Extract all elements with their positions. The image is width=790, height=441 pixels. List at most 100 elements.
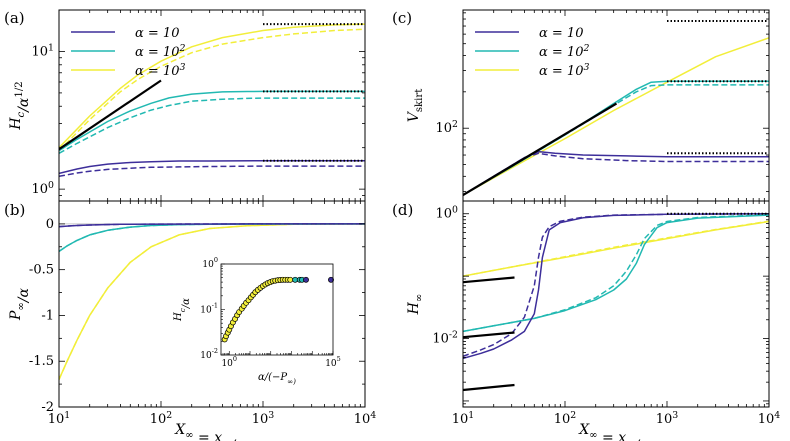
math-part: /: [633, 438, 641, 441]
inset-point-alpha10: [328, 276, 334, 283]
label-base: 10: [432, 332, 449, 347]
series-line: [463, 214, 769, 333]
label-base: α = 10: [539, 45, 583, 60]
label-superscript: -2: [212, 347, 218, 355]
x-tick-label: 103: [656, 410, 679, 427]
series-line: [59, 79, 162, 151]
label-superscript: 2: [582, 43, 589, 54]
label-superscript: 1: [64, 410, 70, 421]
inset-y-tick-label: 10-2: [200, 347, 218, 361]
label-superscript: 3: [672, 410, 678, 421]
label-base: 10: [252, 412, 269, 427]
y-tick-label: -2: [41, 400, 54, 415]
legend-label: α = 10: [539, 26, 583, 41]
x-tick-label: 102: [150, 410, 173, 427]
label-base: 10: [200, 351, 212, 361]
panel-letter: (d): [392, 201, 413, 219]
series-line: [463, 150, 769, 196]
math-part: α: [16, 97, 32, 107]
series-line: [463, 214, 769, 333]
y-axis-label: Vskirt: [406, 89, 425, 123]
y-tick-label: 10-2: [432, 330, 458, 347]
series-line: [59, 223, 365, 380]
math-part: /: [16, 106, 32, 114]
math-part: α/(−P: [258, 372, 287, 383]
y-tick-label: -1: [41, 308, 54, 323]
x-axis-label: X∞ = x∞/xc: [578, 422, 653, 441]
math-part: 1/2: [14, 81, 25, 97]
series-line: [463, 331, 515, 339]
label-superscript: -2: [449, 330, 458, 341]
math-part: ∞: [589, 430, 597, 441]
label-base: 10: [150, 412, 167, 427]
y-tick-label: 101: [32, 42, 55, 59]
label-superscript: 2: [166, 410, 172, 421]
label-superscript: 1: [468, 410, 474, 421]
legend-label: α = 102: [539, 43, 589, 60]
axes-frame: [462, 200, 770, 408]
inset-y-tick-label: 100: [202, 256, 218, 270]
label-base: 10: [452, 412, 469, 427]
math-part: X: [578, 422, 590, 438]
x-axis-label: X∞ = x∞/xc: [174, 422, 249, 441]
y-axis-label: Hc/α1/2: [8, 81, 32, 130]
series-line: [463, 80, 769, 196]
math-part: /: [16, 296, 32, 304]
series-line: [463, 212, 769, 358]
math-part: ∞): [287, 377, 296, 386]
series-line: [463, 276, 515, 284]
label-superscript: 0: [214, 256, 218, 264]
inset-x-label: α/(−P∞): [258, 372, 296, 386]
label-superscript: 3: [583, 62, 589, 73]
label-base: 10: [32, 44, 49, 59]
panel-letter: (c): [392, 9, 412, 27]
label-superscript: 2: [178, 43, 185, 54]
series-line: [463, 383, 515, 392]
label-base: 10: [656, 412, 673, 427]
legend-label: α = 10: [135, 26, 179, 41]
y-tick-label: 100: [32, 180, 55, 197]
series-line: [59, 97, 365, 154]
legend-label: α = 102: [135, 43, 185, 60]
math-part: ∞: [222, 438, 230, 441]
series-line: [59, 28, 365, 152]
x-tick-label: 101: [48, 410, 71, 427]
series-line: [59, 159, 365, 175]
math-part: ∞: [414, 294, 425, 302]
math-part: X: [174, 422, 186, 438]
math-part: /: [229, 438, 237, 441]
inset-point-alpha1000: [287, 276, 294, 283]
label-base: 10: [554, 412, 571, 427]
label-base: α = 10: [135, 45, 179, 60]
axes-frame: [462, 9, 770, 202]
label-superscript: 3: [179, 62, 185, 73]
label-base: 10: [758, 412, 775, 427]
series-line: [59, 223, 365, 228]
legend-label: α = 103: [135, 62, 185, 79]
panel-letter: (a): [4, 9, 25, 27]
label-base: 10: [202, 260, 214, 270]
math-part: x: [235, 438, 243, 441]
math-part: = x: [198, 430, 222, 441]
math-part: P: [8, 310, 24, 321]
label-base: α = 10: [135, 64, 179, 79]
label-base: 10: [325, 359, 337, 369]
math-part: c: [16, 111, 27, 117]
y-tick-label: 100: [436, 205, 459, 222]
inset-x-tick-label: 100: [221, 355, 237, 369]
math-part: α: [16, 287, 32, 297]
label-superscript: 5: [337, 355, 341, 363]
label-base: 10: [436, 121, 453, 136]
x-tick-label: 103: [252, 410, 275, 427]
label-superscript: 2: [452, 119, 458, 130]
series-line: [59, 165, 365, 178]
y-tick-label: -0.5: [29, 263, 54, 278]
math-part: α: [181, 298, 192, 305]
math-part: c: [178, 308, 187, 312]
math-part: x: [639, 438, 647, 441]
label-superscript: 1: [48, 42, 54, 53]
label-superscript: 0: [452, 205, 458, 216]
x-tick-label: 101: [452, 410, 475, 427]
